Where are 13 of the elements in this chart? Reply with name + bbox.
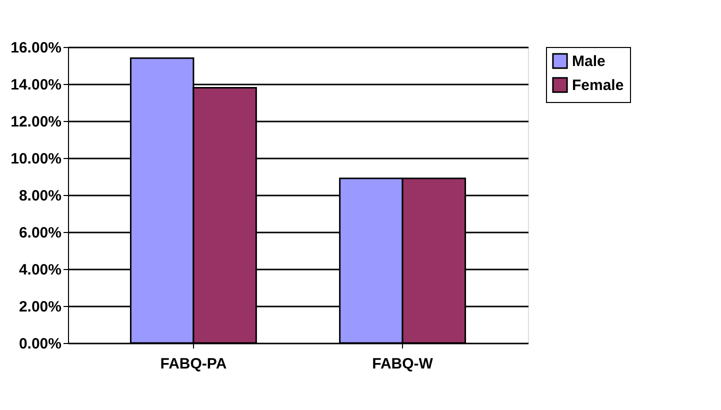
y-tick-label: 10.00% xyxy=(10,150,62,168)
y-tick-label: 6.00% xyxy=(18,224,62,242)
legend-label: Female xyxy=(572,77,624,94)
y-tick-label: 12.00% xyxy=(10,114,62,130)
y-tick-label: 14.00% xyxy=(10,76,62,94)
y-tick-label: 16.00% xyxy=(10,40,62,56)
y-tick-label: 8.00% xyxy=(18,188,62,204)
y-tick-label: 0.00% xyxy=(18,336,62,352)
y-tick-label: 2.00% xyxy=(18,298,62,316)
legend-label: Male xyxy=(572,53,606,70)
x-tick-label: FABQ-PA xyxy=(160,356,227,372)
y-tick-label: 4.00% xyxy=(18,262,62,278)
x-tick-label: FABQ-W xyxy=(372,356,434,372)
